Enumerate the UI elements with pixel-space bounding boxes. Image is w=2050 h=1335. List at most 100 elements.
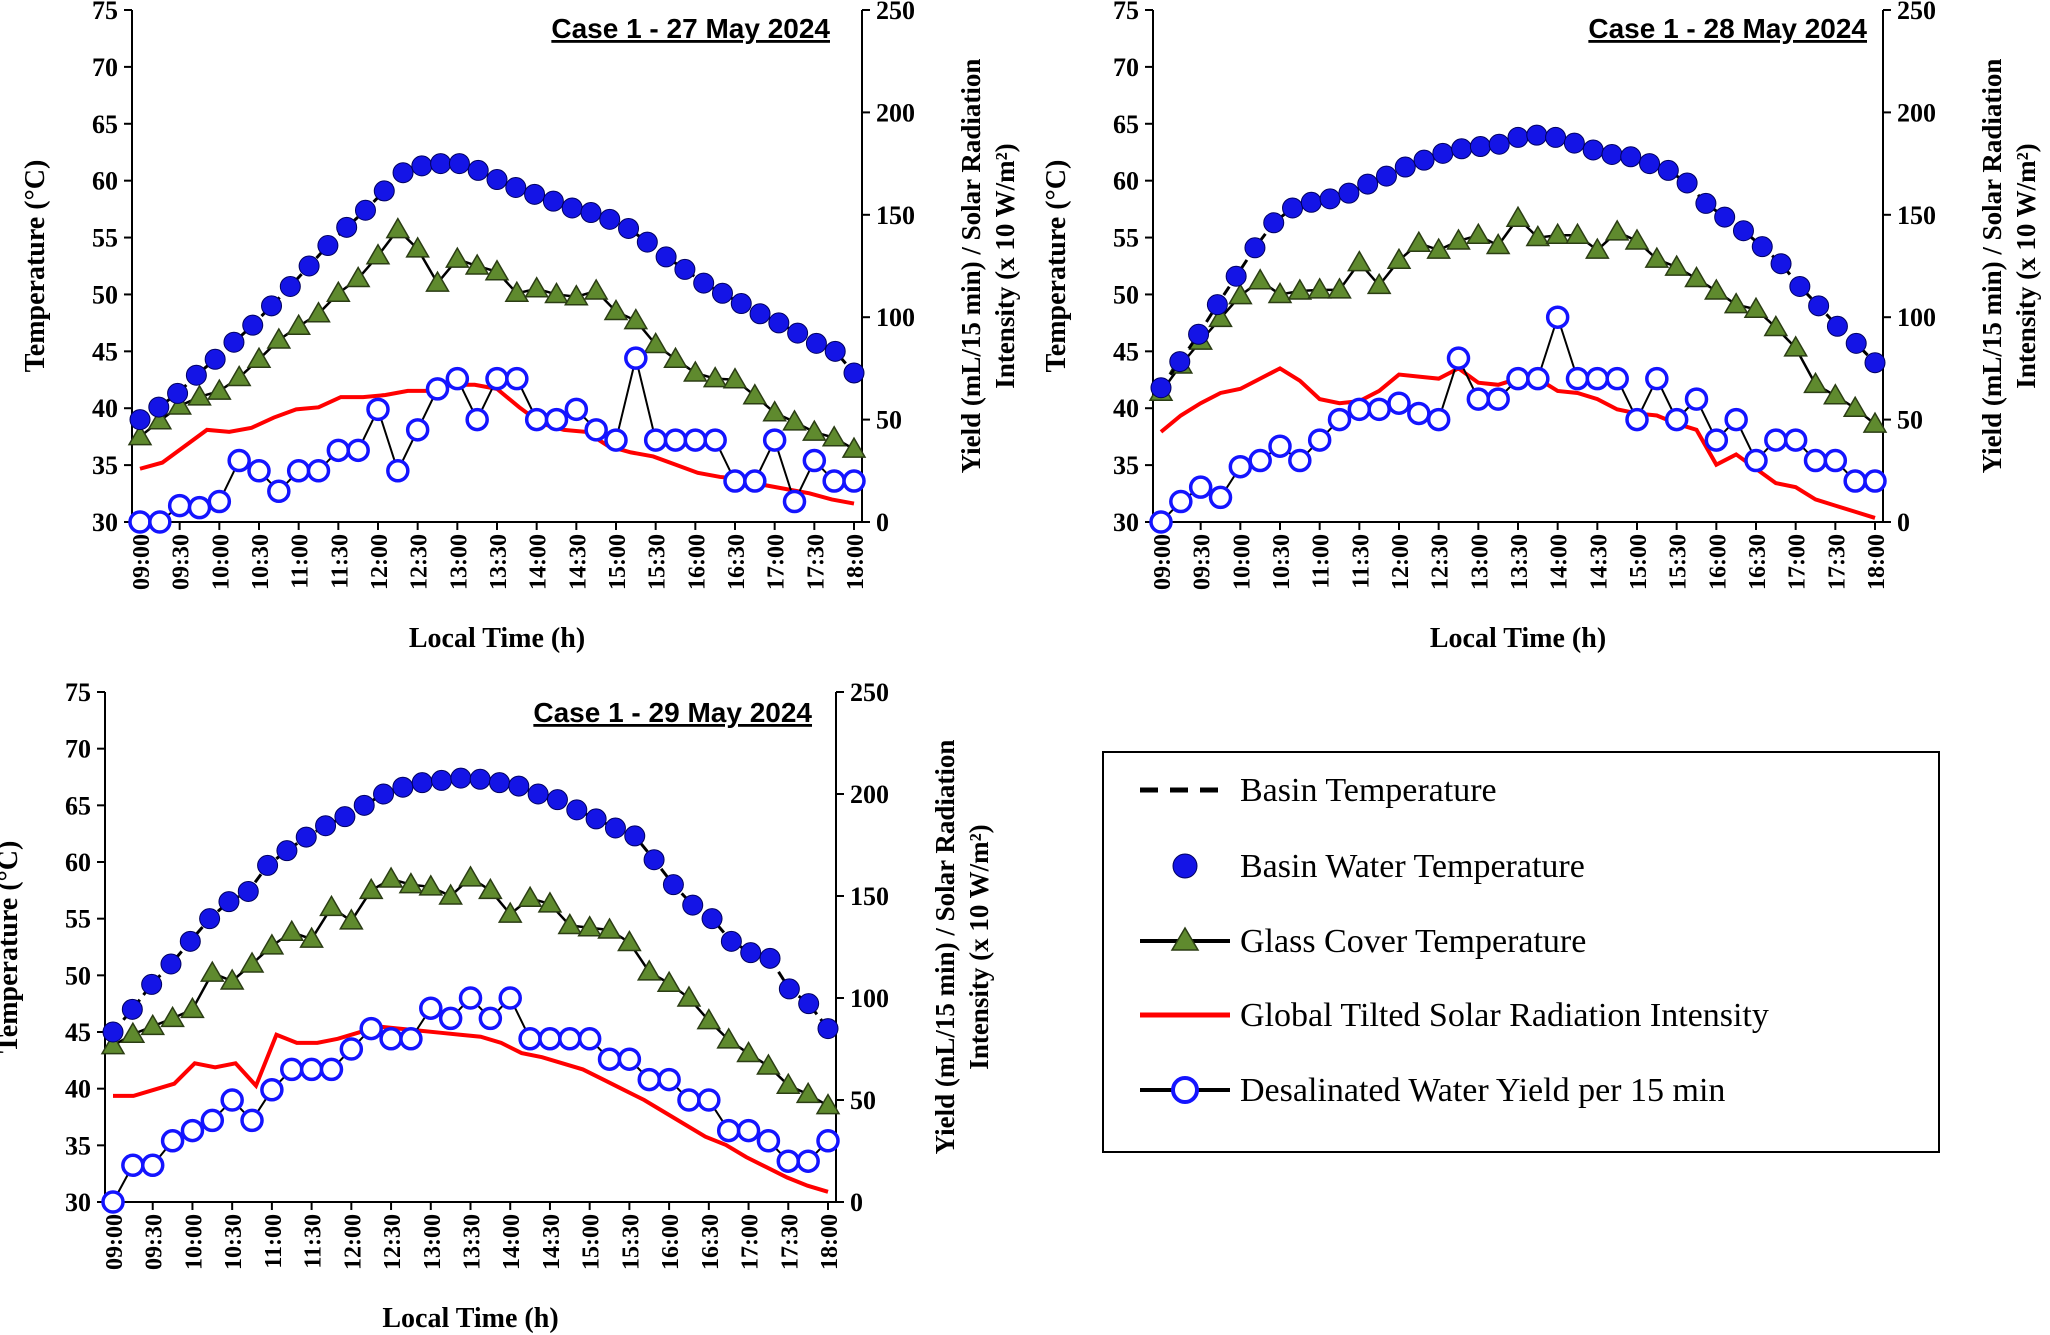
y-left-axis-title: Temperature (°C) bbox=[0, 841, 24, 1054]
glass-temp-marker bbox=[299, 926, 324, 948]
yield-marker bbox=[584, 418, 608, 442]
x-axis-title: Local Time (h) bbox=[409, 623, 585, 654]
basin-water-temp-marker bbox=[1639, 153, 1661, 175]
basin-water-temp-marker bbox=[561, 197, 583, 219]
yield-marker bbox=[160, 1129, 185, 1153]
basin-water-temp-marker bbox=[843, 362, 865, 384]
glass-temp-marker bbox=[1842, 395, 1868, 417]
basin-water-temp-marker bbox=[261, 295, 283, 317]
x-tick-label: 16:00 bbox=[658, 1214, 684, 1270]
basin-water-temp-marker bbox=[1225, 265, 1247, 287]
yield-marker bbox=[478, 1006, 503, 1031]
yield-marker bbox=[1446, 346, 1471, 370]
glass-temp-marker bbox=[821, 425, 847, 447]
y-left-tick-label: 70 bbox=[65, 735, 91, 764]
y-right-tick-label: 200 bbox=[1897, 98, 1936, 127]
yield-marker bbox=[1248, 448, 1272, 473]
yield-marker bbox=[180, 1118, 205, 1143]
yield-marker bbox=[1347, 397, 1372, 422]
glass-temp-marker bbox=[782, 409, 807, 431]
glass-temp-marker bbox=[722, 367, 748, 389]
yield-marker bbox=[544, 407, 569, 432]
yield-marker bbox=[121, 1153, 145, 1178]
glass-temp-marker bbox=[683, 360, 708, 382]
glass-temp-marker bbox=[239, 951, 265, 973]
glass-temp-marker bbox=[1664, 254, 1689, 276]
y-right-tick-label: 150 bbox=[850, 882, 889, 911]
x-tick-label: 09:00 bbox=[129, 534, 155, 590]
yield-marker bbox=[1526, 366, 1550, 391]
glass-temp-marker bbox=[378, 866, 404, 888]
glass-temp-marker bbox=[339, 908, 364, 930]
x-tick-label: 15:00 bbox=[1626, 534, 1652, 590]
basin-water-temp-marker bbox=[354, 199, 376, 221]
basin-water-temp-marker bbox=[546, 789, 568, 811]
basin-water-temp-marker bbox=[527, 783, 549, 805]
yield-marker bbox=[167, 493, 192, 518]
x-tick-label: 18:00 bbox=[1864, 534, 1890, 590]
glass-temp-marker bbox=[656, 970, 682, 993]
glass-temp-marker bbox=[286, 313, 311, 336]
y-left-tick-label: 55 bbox=[1113, 224, 1139, 253]
basin-water-temp-marker bbox=[141, 973, 163, 995]
yield-marker bbox=[756, 1129, 781, 1153]
yield-marker bbox=[776, 1149, 801, 1173]
glass-temp-marker bbox=[1684, 266, 1709, 288]
y-left-tick-label: 45 bbox=[92, 337, 118, 366]
legend-label: Glass Cover Temperature bbox=[1240, 923, 1586, 960]
yield-marker bbox=[1407, 401, 1431, 426]
y-right-tick-label: 200 bbox=[850, 780, 889, 809]
x-tick-label: 10:00 bbox=[208, 534, 234, 590]
glass-temp-marker bbox=[736, 1041, 761, 1063]
glass-temp-marker bbox=[1366, 272, 1392, 295]
glass-temp-marker bbox=[147, 408, 173, 430]
x-tick-label: 13:30 bbox=[1507, 534, 1533, 590]
yield-marker bbox=[1585, 366, 1610, 391]
glass-temp-marker bbox=[815, 1093, 841, 1115]
basin-water-temp-marker bbox=[759, 947, 781, 969]
x-tick-label: 15:30 bbox=[618, 1214, 644, 1270]
basin-water-temp-marker bbox=[129, 409, 151, 431]
y-left-tick-label: 75 bbox=[1113, 0, 1139, 25]
x-tick-label: 11:00 bbox=[288, 534, 314, 589]
glass-temp-marker bbox=[1723, 292, 1749, 314]
y-right-tick-label: 250 bbox=[850, 678, 889, 707]
basin-water-temp-marker bbox=[317, 235, 339, 257]
glass-temp-marker bbox=[458, 865, 483, 887]
yield-marker bbox=[683, 428, 708, 452]
basin-water-temp-marker bbox=[1864, 352, 1886, 374]
basin-water-temp-marker bbox=[636, 231, 658, 253]
glass-temp-marker bbox=[497, 901, 523, 923]
glass-temp-marker bbox=[1426, 237, 1451, 259]
y-left-tick-label: 50 bbox=[92, 280, 118, 309]
glass-temp-marker bbox=[398, 872, 424, 894]
y-left-axis-title: Temperature (°C) bbox=[1041, 160, 1072, 373]
yield-marker bbox=[1664, 407, 1689, 432]
glass-temp-marker bbox=[219, 968, 245, 990]
yield-marker bbox=[637, 1067, 661, 1092]
x-tick-label: 14:30 bbox=[1586, 534, 1612, 590]
basin-water-temp-marker bbox=[778, 978, 800, 1000]
yield-marker bbox=[240, 1108, 264, 1133]
yield-marker bbox=[405, 418, 430, 442]
basin-water-temp-marker bbox=[1244, 237, 1266, 259]
basin-water-temp-marker bbox=[450, 767, 472, 789]
yield-marker bbox=[822, 469, 846, 493]
y-left-tick-label: 40 bbox=[65, 1075, 91, 1104]
yield-marker bbox=[723, 469, 747, 493]
basin-water-temp-marker bbox=[160, 953, 182, 975]
yield-marker bbox=[187, 495, 212, 520]
yield-marker bbox=[326, 438, 351, 463]
basin-water-temp-marker bbox=[469, 768, 491, 790]
y-left-tick-label: 55 bbox=[92, 224, 118, 253]
yield-marker bbox=[577, 1027, 602, 1051]
glass-temp-marker bbox=[696, 1008, 722, 1030]
glass-temp-marker bbox=[1485, 233, 1511, 255]
yield-marker bbox=[1307, 428, 1332, 452]
y-left-tick-label: 60 bbox=[65, 848, 91, 877]
chart-title: Case 1 - 29 May 2024 bbox=[533, 697, 812, 728]
y-right-axis-title-line2: Intensity (x 10 W/m²) bbox=[2011, 143, 2041, 388]
basin-water-temp-marker bbox=[315, 815, 337, 837]
glass-temp-marker bbox=[319, 894, 344, 917]
basin-water-temp-marker bbox=[102, 1021, 124, 1043]
